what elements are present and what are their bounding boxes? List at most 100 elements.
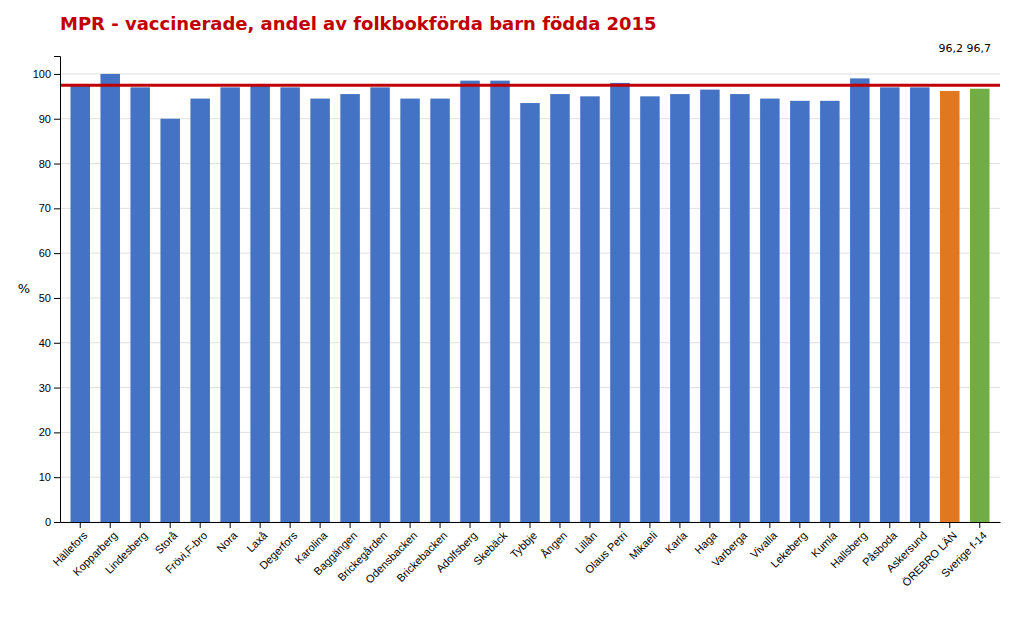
x-tick-label: Tybbje	[508, 529, 539, 560]
x-tick-mark	[739, 522, 740, 528]
y-tick-mark	[54, 522, 60, 523]
bar	[550, 94, 569, 522]
y-tick-label: 40	[39, 337, 51, 349]
x-tick-mark	[440, 522, 441, 528]
x-tick-mark	[140, 522, 141, 528]
x-tick: Ången	[538, 522, 569, 560]
y-tick: 20	[39, 426, 60, 438]
title: MPR - vaccinerade, andel av folkbokförda…	[60, 13, 657, 34]
x-tick-mark	[769, 522, 770, 528]
x-tick-mark	[500, 522, 501, 528]
bar	[520, 103, 539, 522]
y-tick: 80	[39, 158, 60, 170]
bar	[400, 99, 419, 522]
y-tick-label: 0	[45, 516, 51, 528]
bar	[430, 99, 449, 522]
y-tick: 40	[39, 337, 60, 349]
x-tick: Mikaeli	[627, 522, 660, 562]
x-tick-mark	[530, 522, 531, 528]
bar	[130, 87, 149, 522]
y-tick-mark	[54, 119, 60, 120]
bar	[760, 99, 779, 522]
x-tick: Lillån	[573, 522, 600, 556]
bar	[310, 99, 329, 522]
bar	[250, 85, 269, 522]
bar	[490, 81, 509, 522]
y-tick: 50	[39, 292, 60, 304]
x-tick: Varberga	[709, 522, 750, 569]
x-tick-mark	[470, 522, 471, 528]
y-tick-mark	[54, 164, 60, 165]
y-tick: 90	[39, 113, 60, 125]
y-tick-label: 30	[39, 382, 51, 394]
x-tick: Karla	[663, 522, 690, 556]
grid-line	[60, 73, 1000, 74]
bar	[610, 83, 629, 522]
x-tick-mark	[290, 522, 291, 528]
y-tick-mark	[54, 298, 60, 299]
bar	[190, 99, 209, 522]
y-axis-label: %	[18, 281, 30, 296]
grid	[60, 74, 1000, 522]
y-tick-label: 100	[33, 68, 51, 80]
x-tick: Haga	[692, 522, 720, 556]
chart: 0 10 20 30 40 50 60 70 80 90 100 HälleforsKopparber…	[0, 0, 1024, 634]
bar	[790, 101, 809, 522]
x-tick-mark	[859, 522, 860, 528]
x-tick-mark	[110, 522, 111, 528]
bar	[880, 87, 899, 522]
x-tick: Degerfors	[257, 522, 300, 572]
x-tick-mark	[200, 522, 201, 528]
y-tick: 0	[45, 516, 60, 528]
bar	[670, 94, 689, 522]
y-tick: 10	[39, 471, 60, 483]
x-tick-label: Lekeberg	[768, 529, 809, 570]
x-tick-mark	[679, 522, 680, 528]
x-tick-mark	[799, 522, 800, 528]
bar	[160, 119, 179, 522]
x-tick: Storå	[152, 522, 180, 556]
x-tick-mark	[80, 522, 81, 528]
y-tick-label: 50	[39, 292, 51, 304]
y-tick-mark	[54, 253, 60, 254]
y-tick: 30	[39, 382, 60, 394]
bar	[850, 78, 869, 522]
y-tick-label: 60	[39, 247, 51, 259]
x-tick-mark	[889, 522, 890, 528]
bar	[700, 90, 719, 522]
bar	[100, 74, 119, 522]
x-tick-label: Varberga	[709, 528, 750, 569]
x-tick-label: Storå	[152, 528, 180, 556]
x-tick-mark	[320, 522, 321, 528]
x-tick: Adolfsberg	[434, 522, 480, 575]
bar	[640, 96, 659, 522]
x-tick-label: Lillån	[573, 529, 600, 556]
x-tick: Tybbje	[508, 522, 539, 560]
y-tick-label: 10	[39, 471, 51, 483]
plot-area: 0 10 20 30 40 50 60 70 80 90 100 HälleforsKopparber…	[33, 42, 1001, 589]
x-tick-label: Ången	[538, 529, 569, 560]
y-tick-label: 20	[39, 426, 51, 438]
y-axis-line	[54, 57, 61, 523]
annotation: 96,2 96,7	[939, 42, 991, 55]
x-tick-label: Frövi,F-bro	[163, 529, 210, 576]
y-tick-label: 80	[39, 158, 51, 170]
y-tick-mark	[54, 388, 60, 389]
x-axis: HälleforsKopparbergLindesbergStoråFrövi,…	[50, 522, 1000, 589]
x-tick: Frövi,F-bro	[163, 522, 210, 576]
x-tick-label: Skebäck	[471, 529, 510, 568]
x-tick-mark	[589, 522, 590, 528]
x-tick: Lekeberg	[768, 522, 809, 570]
x-tick-label: Hallsberg	[828, 529, 869, 570]
x-tick-mark	[350, 522, 351, 528]
x-tick-mark	[260, 522, 261, 528]
x-tick-mark	[410, 522, 411, 528]
x-tick-mark	[230, 522, 231, 528]
x-tick-label: Brickebacken	[394, 529, 449, 584]
y-tick-mark	[54, 74, 60, 75]
y-tick-label: 70	[39, 202, 51, 214]
y-tick: 100	[33, 68, 60, 80]
reference-line	[60, 84, 1000, 87]
y-tick: 60	[39, 247, 60, 259]
x-tick: Laxå	[244, 522, 270, 554]
